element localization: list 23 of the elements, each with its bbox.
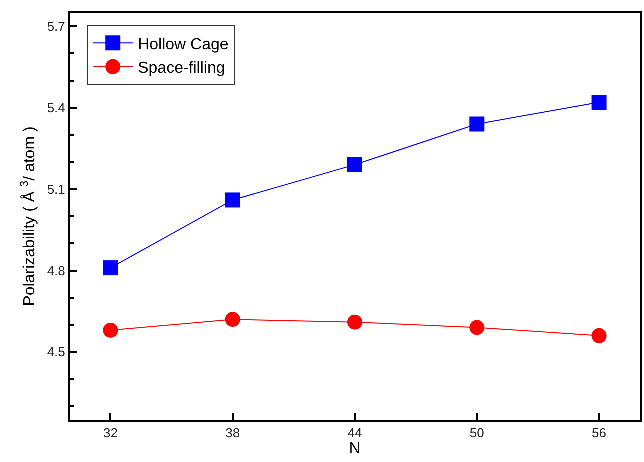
y-tick-label: 4.8 <box>47 263 66 278</box>
x-axis-title: N <box>349 440 361 458</box>
legend-label: Space-filling <box>138 60 226 78</box>
point <box>348 314 362 330</box>
point <box>103 322 118 338</box>
point <box>470 116 485 132</box>
point <box>103 260 118 276</box>
point <box>592 328 607 344</box>
point <box>470 320 485 336</box>
point <box>592 95 607 110</box>
point <box>225 192 240 208</box>
x-tick-label: 44 <box>348 426 362 441</box>
y-tick-label: 4.5 <box>47 344 66 360</box>
y-tick-label: 5.7 <box>47 19 66 34</box>
y-tick-label: 5.4 <box>47 100 66 116</box>
x-tick-label: 50 <box>470 426 484 441</box>
x-tick-label: 32 <box>103 426 118 441</box>
point <box>225 312 240 328</box>
legend-label: Hollow Cage <box>138 36 229 54</box>
y-tick-label: 5.1 <box>47 182 66 197</box>
point <box>348 157 362 172</box>
x-tick-label: 38 <box>226 426 240 441</box>
x-tick-label: 56 <box>592 426 607 441</box>
